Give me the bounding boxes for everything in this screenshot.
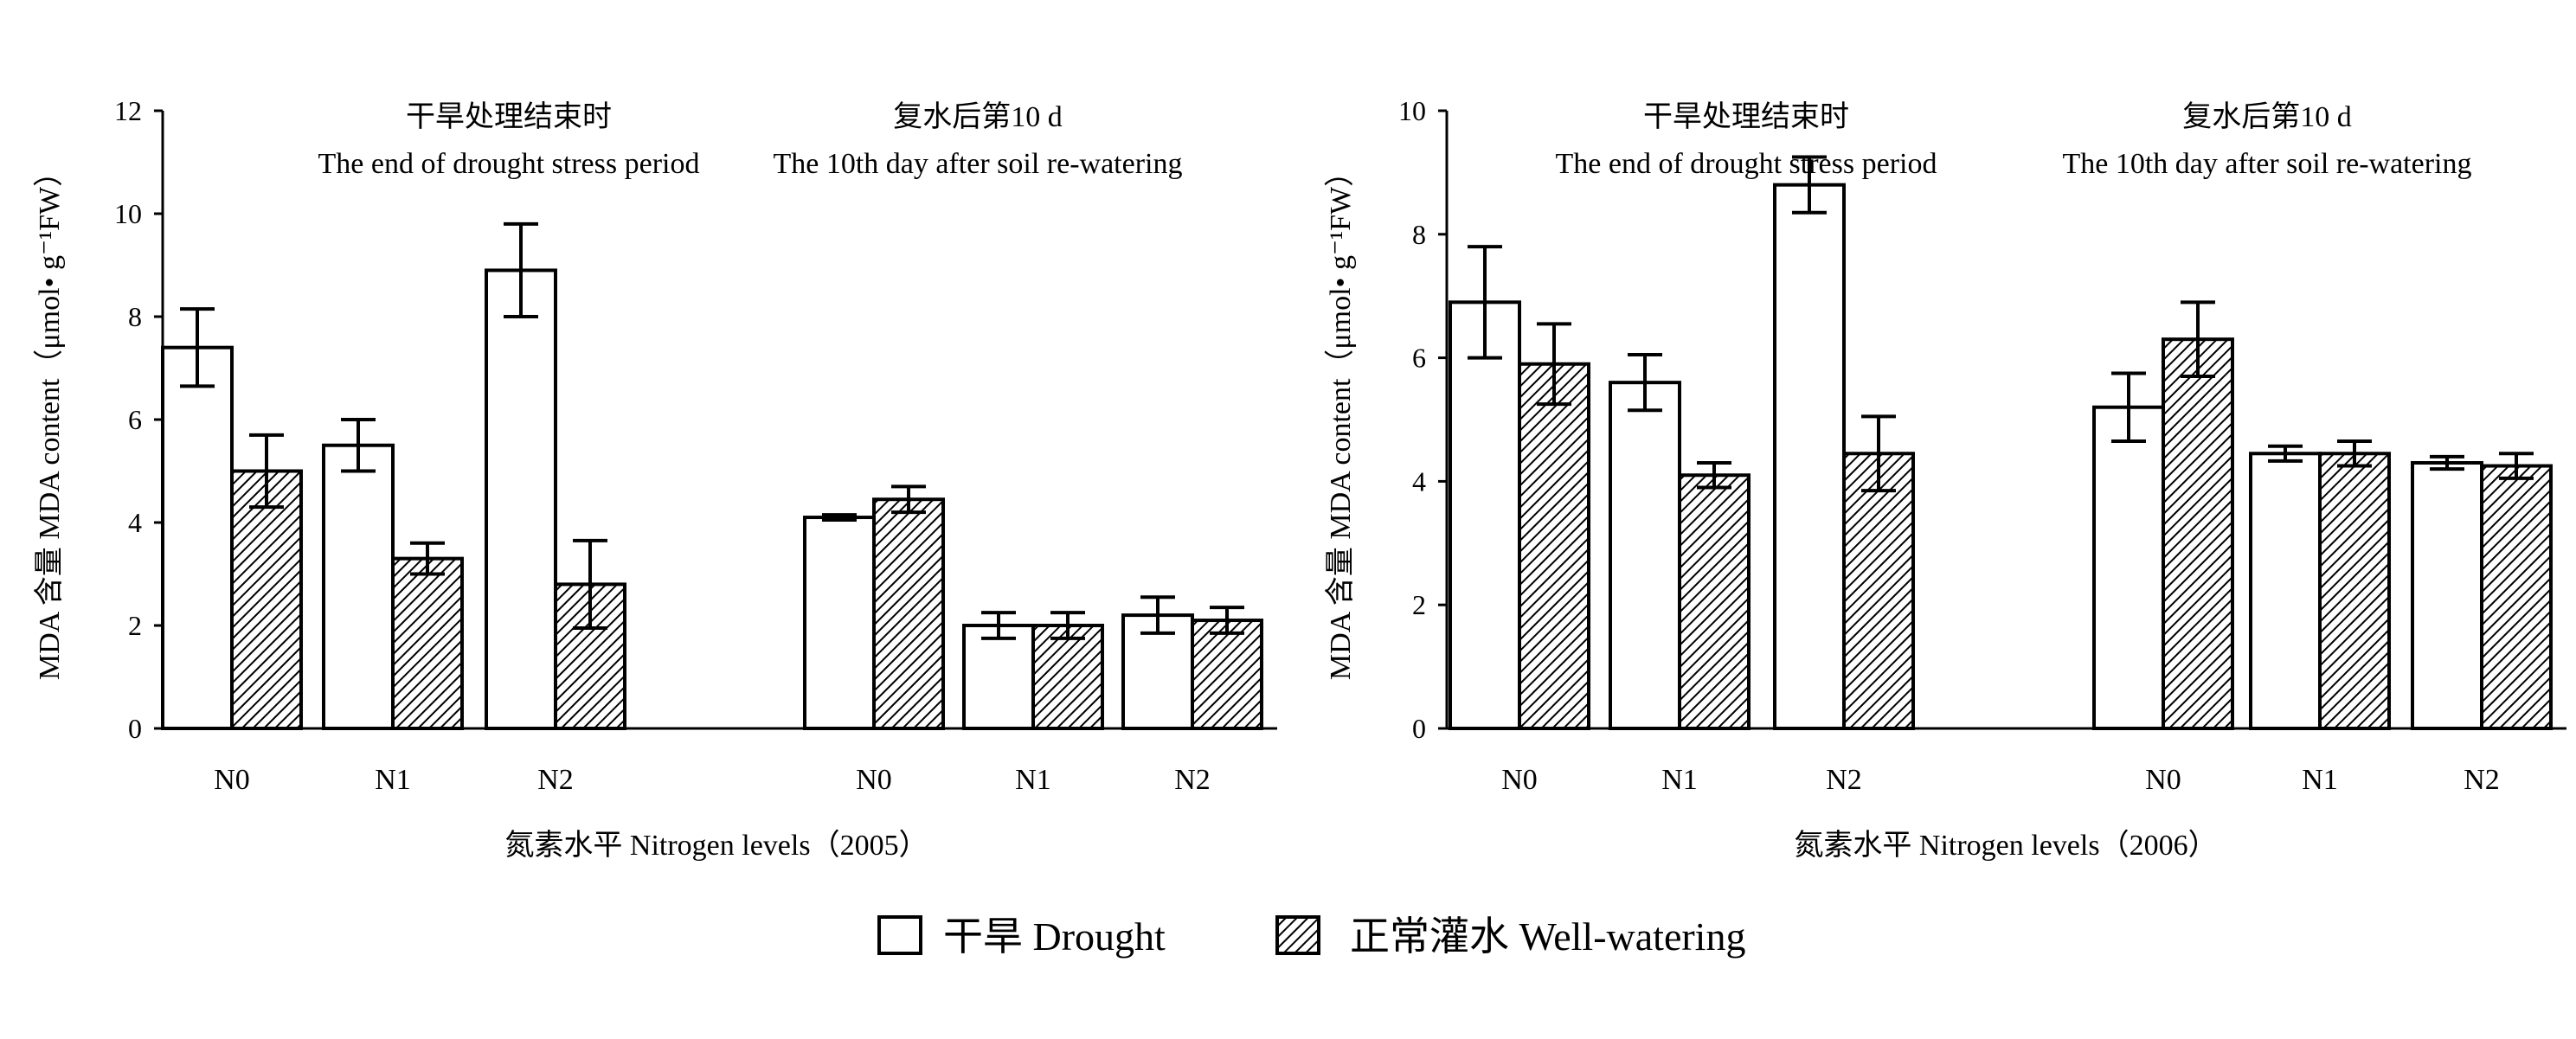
y-tick-label: 4: [1412, 465, 1426, 497]
period-label-zh-1: 干旱处理结束时: [1643, 100, 1849, 133]
y-tick-label: 2: [128, 610, 142, 641]
bar-well-watering: [872, 497, 945, 730]
period-label-zh-2: 复水后第10 d: [893, 100, 1063, 133]
bar-well-watering: [1191, 619, 1263, 730]
bar-well-watering: [391, 556, 464, 731]
x-category-label: N0: [856, 764, 892, 796]
y-tick-label: 8: [128, 301, 142, 332]
period-label-en-2: The 10th day after soil re-watering: [774, 148, 1183, 180]
period-label-en-1: The end of drought stress period: [1556, 148, 1937, 180]
bar-well-watering: [1678, 473, 1751, 730]
y-tick-label: 10: [1398, 95, 1426, 126]
bar-drought: [1773, 183, 1846, 730]
bar-drought: [1609, 381, 1681, 730]
legend-swatch-drought: [877, 915, 922, 955]
x-category-label: N1: [1015, 764, 1051, 796]
bar-well-watering: [230, 469, 303, 730]
y-tick-label: 6: [1412, 343, 1426, 374]
y-tick-label: 2: [1412, 589, 1426, 620]
x-axis-title: 氮素水平 Nitrogen levels（2005）: [504, 829, 928, 862]
x-category-label: N2: [2464, 764, 2500, 796]
x-category-label: N1: [1661, 764, 1698, 796]
legend-swatch-well-watering: [1275, 915, 1320, 955]
y-tick-label: 6: [128, 404, 142, 435]
x-category-label: N2: [537, 764, 574, 796]
y-tick-label: 0: [1412, 713, 1426, 744]
bar-well-watering: [554, 582, 626, 731]
bar-well-watering: [2480, 464, 2553, 730]
period-label-en-2: The 10th day after soil re-watering: [2063, 148, 2472, 180]
bar-drought: [322, 443, 395, 730]
y-tick-label: 8: [1412, 219, 1426, 250]
bar-well-watering: [1842, 452, 1915, 731]
period-label-en-1: The end of drought stress period: [318, 148, 700, 180]
bar-well-watering: [2318, 452, 2391, 731]
y-tick-label: 10: [114, 198, 142, 229]
bar-drought: [161, 345, 234, 730]
bar-drought: [803, 516, 876, 730]
bar-drought: [962, 624, 1035, 730]
legend-label-well-watering: 正常灌水 Well-watering: [1350, 914, 1745, 959]
y-tick-label: 0: [128, 713, 142, 744]
chart-panel-2006: MDA 含量 MDA content（μmol• g⁻¹FW） 干旱处理结束时 …: [1324, 95, 2566, 862]
bar-well-watering: [1031, 624, 1104, 730]
bar-well-watering: [2162, 337, 2234, 730]
bar-well-watering: [1518, 362, 1590, 730]
legend-label-drought: 干旱 Drought: [943, 914, 1166, 959]
y-tick-label: 12: [114, 95, 142, 126]
bar-drought: [2411, 460, 2483, 730]
period-label-zh-1: 干旱处理结束时: [406, 100, 612, 133]
y-axis-title: MDA 含量 MDA content（μmol• g⁻¹FW）: [33, 157, 66, 680]
x-category-label: N0: [214, 764, 250, 796]
period-label-zh-2: 复水后第10 d: [2182, 100, 2352, 133]
x-category-label: N1: [2302, 764, 2338, 796]
x-category-label: N2: [1826, 764, 1862, 796]
x-category-label: N1: [375, 764, 411, 796]
legend: 干旱 Drought 正常灌水 Well-watering: [877, 914, 1745, 959]
x-axis-title: 氮素水平 Nitrogen levels（2006）: [1794, 829, 2217, 862]
y-tick-label: 4: [128, 507, 142, 538]
x-category-label: N0: [1501, 764, 1538, 796]
x-category-label: N2: [1174, 764, 1211, 796]
x-category-label: N0: [2145, 764, 2181, 796]
y-axis-title: MDA 含量 MDA content（μmol• g⁻¹FW）: [1324, 157, 1357, 680]
bar-drought: [1449, 300, 1521, 730]
bar-drought: [2249, 452, 2322, 731]
bar-drought: [485, 268, 557, 730]
bar-drought: [2092, 405, 2165, 730]
chart-panel-2005: MDA 含量 MDA content（μmol• g⁻¹FW） 干旱处理结束时 …: [33, 95, 1277, 862]
